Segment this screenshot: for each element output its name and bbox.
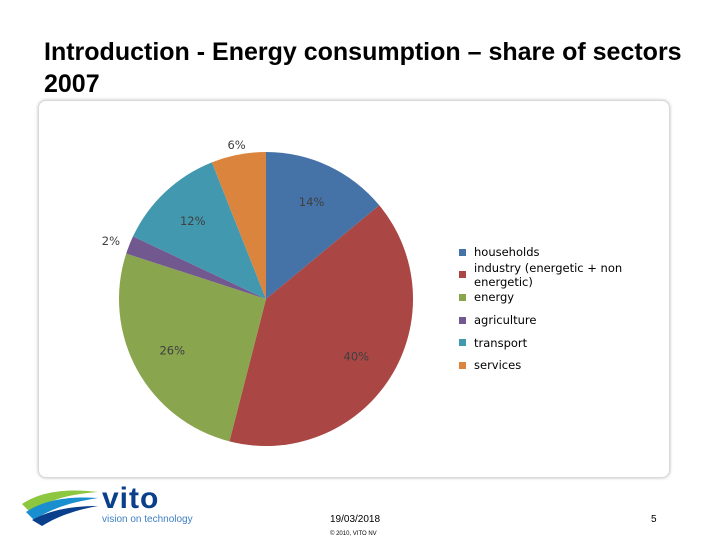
pie-slice-services: [211, 152, 266, 299]
footer-date: 19/03/2018: [330, 514, 381, 525]
legend-label: industry (energetic + non energetic): [474, 260, 623, 289]
legend-label: energy: [474, 290, 515, 305]
pie-slice-industry: [229, 205, 413, 446]
vito-logo: vito vision on technology: [20, 482, 210, 528]
legend-label: households: [474, 245, 540, 260]
pie-slice-households: [266, 152, 380, 299]
pie-slice-agriculture: [126, 236, 266, 299]
legend-swatch: [459, 339, 466, 347]
logo-tagline: vision on technology: [102, 514, 193, 525]
legend-swatch: [459, 361, 466, 369]
legend-item-agriculture: agriculture: [459, 309, 669, 332]
footer-copyright: © 2010, VITO NV: [330, 531, 377, 537]
pie-slice-energy: [119, 253, 266, 442]
legend-item-households: households: [459, 241, 669, 264]
legend-label: services: [474, 358, 522, 373]
legend-item-services: services: [459, 354, 669, 377]
pie-label-agriculture: 2%: [102, 234, 120, 248]
legend-item-industry: industry (energetic + non energetic): [459, 260, 669, 289]
legend-label: agriculture: [474, 313, 537, 328]
pie-label-transport: 12%: [180, 214, 206, 228]
legend-swatch: [459, 316, 466, 324]
pie-slice-transport: [132, 162, 266, 299]
logo-wordmark: vito: [102, 482, 160, 515]
legend-swatch: [459, 293, 466, 301]
pie-label-services: 6%: [227, 138, 245, 152]
chart-legend: households industry (energetic + non ener…: [459, 241, 669, 377]
vito-swoosh-logo-icon: [22, 490, 98, 526]
pie-chart: 14% 40% 26% 2% 12% 6%: [102, 138, 413, 446]
slide-title: Introduction - Energy consumption – shar…: [44, 38, 682, 98]
legend-label: transport: [474, 335, 528, 350]
legend-swatch: [459, 271, 466, 279]
legend-item-transport: transport: [459, 331, 669, 354]
page-number: 5: [651, 514, 657, 525]
pie-label-households: 14%: [299, 195, 325, 209]
legend-swatch: [459, 248, 466, 256]
pie-label-energy: 26%: [159, 344, 185, 358]
chart-frame: 14% 40% 26% 2% 12% 6% households industry (ene…: [38, 100, 670, 478]
pie-label-industry: 40%: [344, 349, 370, 363]
legend-item-energy: energy: [459, 286, 669, 309]
